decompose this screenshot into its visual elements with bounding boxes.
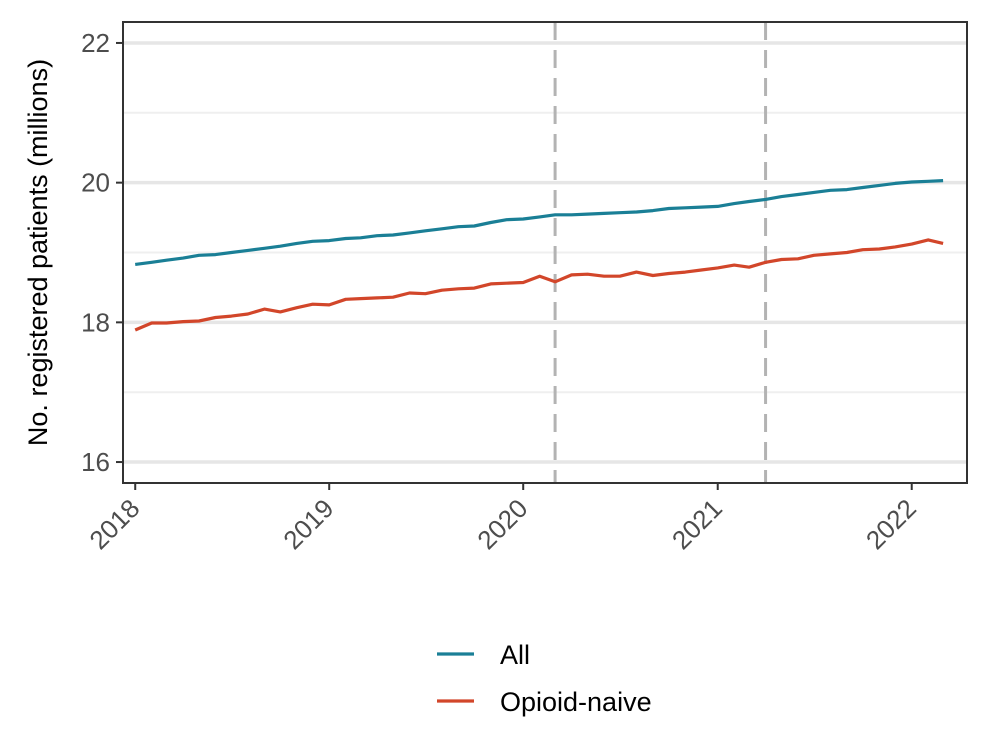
x-tick-label: 2020 xyxy=(471,493,533,555)
grid-lines xyxy=(123,41,967,464)
y-tick-label: 16 xyxy=(81,447,110,477)
legend-label: All xyxy=(500,640,530,670)
x-tick-label: 2018 xyxy=(83,493,145,555)
y-tick-label: 20 xyxy=(81,168,110,198)
series-lines xyxy=(134,179,944,332)
x-axis: 2018 2019 2020 2021 2022 xyxy=(83,483,922,555)
legend-label: Opioid-naive xyxy=(500,687,652,717)
y-tick-label: 18 xyxy=(81,307,110,337)
reference-lines xyxy=(553,22,768,483)
series-line xyxy=(134,238,944,332)
y-tick-label: 22 xyxy=(81,28,110,58)
x-tick-label: 2022 xyxy=(860,493,922,555)
y-axis: 16 18 20 22 xyxy=(81,28,123,477)
legend: All Opioid-naive xyxy=(437,640,652,717)
y-axis-title: No. registered patients (millions) xyxy=(23,59,53,446)
plot-panel-border xyxy=(122,21,968,484)
x-tick-label: 2019 xyxy=(277,493,339,555)
x-tick-label: 2021 xyxy=(666,493,728,555)
series-line xyxy=(134,179,944,266)
